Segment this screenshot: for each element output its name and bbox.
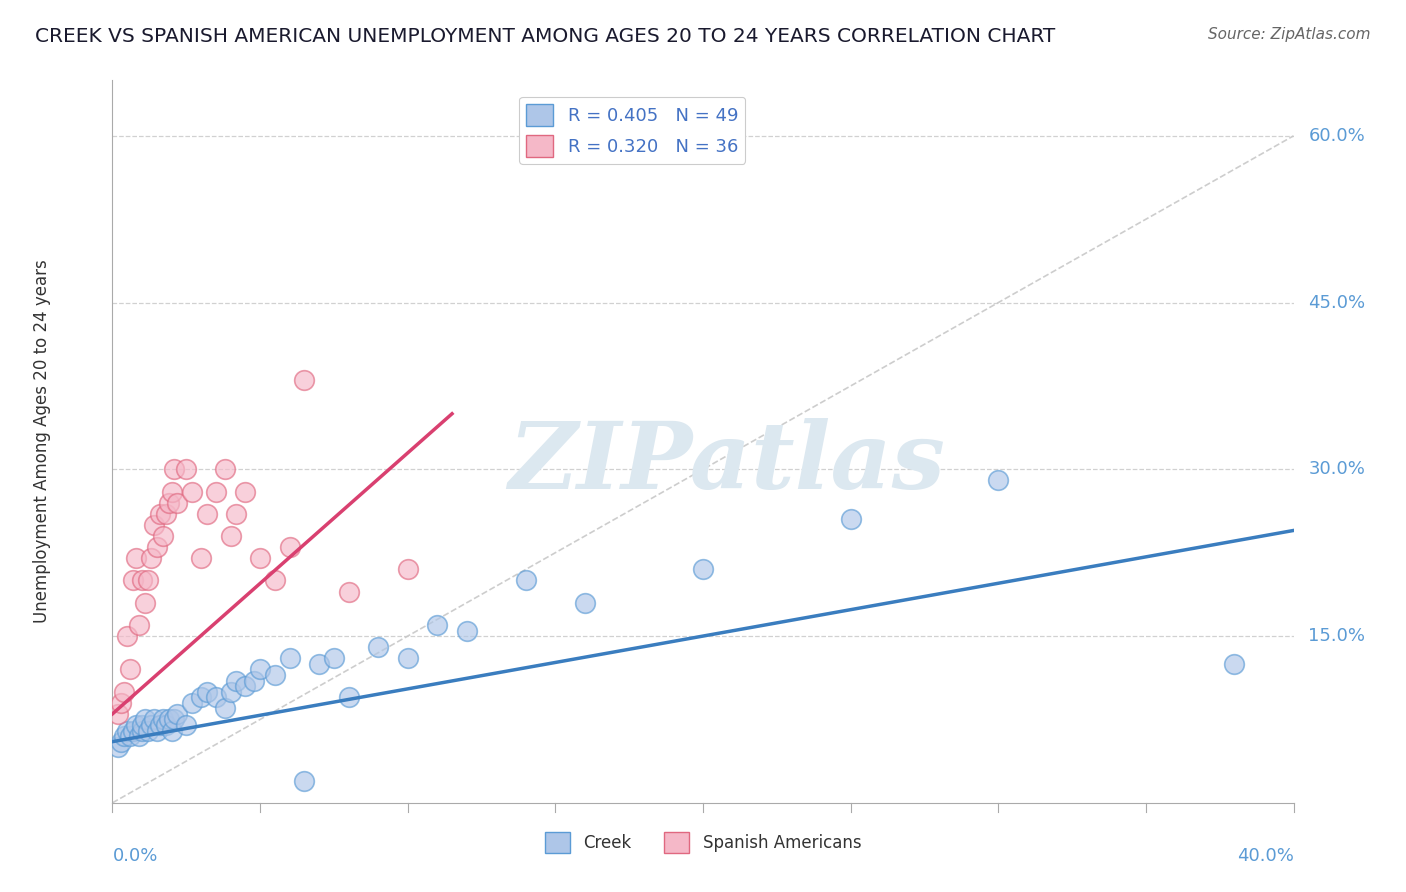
Point: [110, 734, 132, 748]
Point: [134, 713, 156, 727]
Point: [264, 668, 287, 682]
Point: [120, 662, 142, 676]
Point: [426, 618, 449, 632]
Point: [136, 574, 159, 588]
Point: [157, 496, 180, 510]
Point: [152, 529, 174, 543]
Text: 0.0%: 0.0%: [112, 847, 157, 865]
Point: [155, 718, 177, 732]
Point: [120, 729, 142, 743]
Point: [163, 462, 186, 476]
Point: [396, 562, 419, 576]
Point: [278, 651, 301, 665]
Point: [160, 723, 183, 738]
Point: [219, 529, 242, 543]
Point: [195, 507, 218, 521]
Text: 60.0%: 60.0%: [1309, 127, 1365, 145]
Point: [264, 574, 287, 588]
Point: [163, 713, 186, 727]
Point: [157, 713, 180, 727]
Point: [155, 507, 177, 521]
Point: [456, 624, 478, 638]
Point: [1223, 657, 1246, 671]
Point: [125, 551, 148, 566]
Point: [174, 462, 197, 476]
Point: [117, 723, 138, 738]
Point: [146, 540, 169, 554]
Point: [112, 684, 135, 698]
Point: [110, 696, 132, 710]
Point: [190, 690, 212, 705]
Text: CREEK VS SPANISH AMERICAN UNEMPLOYMENT AMONG AGES 20 TO 24 YEARS CORRELATION CHA: CREEK VS SPANISH AMERICAN UNEMPLOYMENT A…: [35, 27, 1056, 45]
Text: 40.0%: 40.0%: [1237, 847, 1294, 865]
Point: [195, 684, 218, 698]
Point: [249, 551, 271, 566]
Point: [166, 496, 188, 510]
Point: [225, 507, 247, 521]
Text: 30.0%: 30.0%: [1309, 460, 1365, 478]
Point: [149, 507, 172, 521]
Point: [278, 540, 301, 554]
Point: [117, 629, 138, 643]
Point: [174, 718, 197, 732]
Point: [122, 723, 145, 738]
Text: Source: ZipAtlas.com: Source: ZipAtlas.com: [1208, 27, 1371, 42]
Point: [160, 484, 183, 499]
Point: [131, 723, 153, 738]
Point: [205, 690, 228, 705]
Point: [692, 562, 714, 576]
Text: 15.0%: 15.0%: [1309, 627, 1365, 645]
Point: [112, 729, 135, 743]
Point: [128, 618, 150, 632]
Point: [166, 706, 188, 721]
Point: [214, 701, 236, 715]
Point: [122, 574, 145, 588]
Point: [136, 723, 159, 738]
Point: [139, 551, 162, 566]
Point: [225, 673, 247, 688]
Point: [243, 673, 266, 688]
Point: [323, 651, 346, 665]
Point: [152, 713, 174, 727]
Point: [134, 596, 156, 610]
Point: [292, 773, 315, 788]
Point: [139, 718, 162, 732]
Point: [142, 517, 165, 532]
Point: [308, 657, 330, 671]
Point: [125, 718, 148, 732]
Text: Unemployment Among Ages 20 to 24 years: Unemployment Among Ages 20 to 24 years: [32, 260, 51, 624]
Point: [181, 696, 204, 710]
Point: [146, 723, 169, 738]
Point: [214, 462, 236, 476]
Point: [337, 584, 360, 599]
Point: [515, 574, 537, 588]
Point: [233, 679, 256, 693]
Point: [292, 373, 315, 387]
Point: [107, 740, 129, 755]
Point: [396, 651, 419, 665]
Legend: Creek, Spanish Americans: Creek, Spanish Americans: [538, 826, 868, 860]
Text: ZIPatlas: ZIPatlas: [508, 418, 945, 508]
Point: [233, 484, 256, 499]
Point: [249, 662, 271, 676]
Point: [128, 729, 150, 743]
Point: [181, 484, 204, 499]
Text: 45.0%: 45.0%: [1309, 293, 1365, 311]
Point: [219, 684, 242, 698]
Point: [987, 474, 1010, 488]
Point: [839, 512, 862, 526]
Point: [131, 574, 153, 588]
Point: [190, 551, 212, 566]
Point: [337, 690, 360, 705]
Point: [142, 713, 165, 727]
Point: [149, 718, 172, 732]
Point: [205, 484, 228, 499]
Point: [107, 706, 129, 721]
Point: [367, 640, 389, 655]
Point: [131, 718, 153, 732]
Point: [574, 596, 596, 610]
